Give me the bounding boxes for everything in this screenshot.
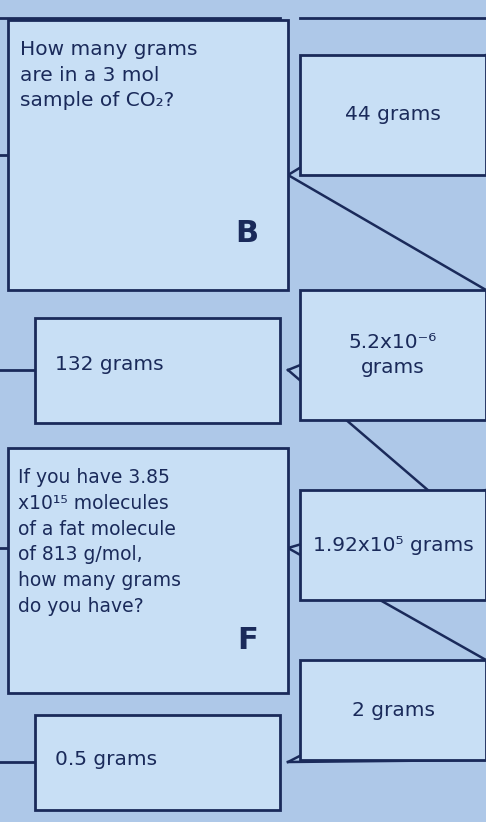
Bar bbox=[300, 490, 486, 600]
Text: B: B bbox=[235, 219, 258, 248]
Bar bbox=[8, 20, 288, 290]
Text: 2 grams: 2 grams bbox=[351, 700, 434, 719]
Bar bbox=[300, 660, 486, 760]
Bar bbox=[35, 318, 280, 423]
Text: 0.5 grams: 0.5 grams bbox=[55, 750, 157, 769]
Text: 1.92x10⁵ grams: 1.92x10⁵ grams bbox=[312, 535, 473, 555]
Text: 132 grams: 132 grams bbox=[55, 355, 164, 374]
Text: 44 grams: 44 grams bbox=[345, 105, 441, 124]
Bar bbox=[35, 715, 280, 810]
Text: How many grams
are in a 3 mol
sample of CO₂?: How many grams are in a 3 mol sample of … bbox=[20, 40, 197, 110]
Text: F: F bbox=[237, 626, 258, 655]
Bar bbox=[300, 55, 486, 175]
Bar bbox=[300, 290, 486, 420]
Bar bbox=[8, 448, 288, 693]
Text: If you have 3.85
x10¹⁵ molecules
of a fat molecule
of 813 g/mol,
how many grams
: If you have 3.85 x10¹⁵ molecules of a fa… bbox=[18, 468, 181, 616]
Text: 5.2x10⁻⁶
grams: 5.2x10⁻⁶ grams bbox=[349, 333, 437, 377]
